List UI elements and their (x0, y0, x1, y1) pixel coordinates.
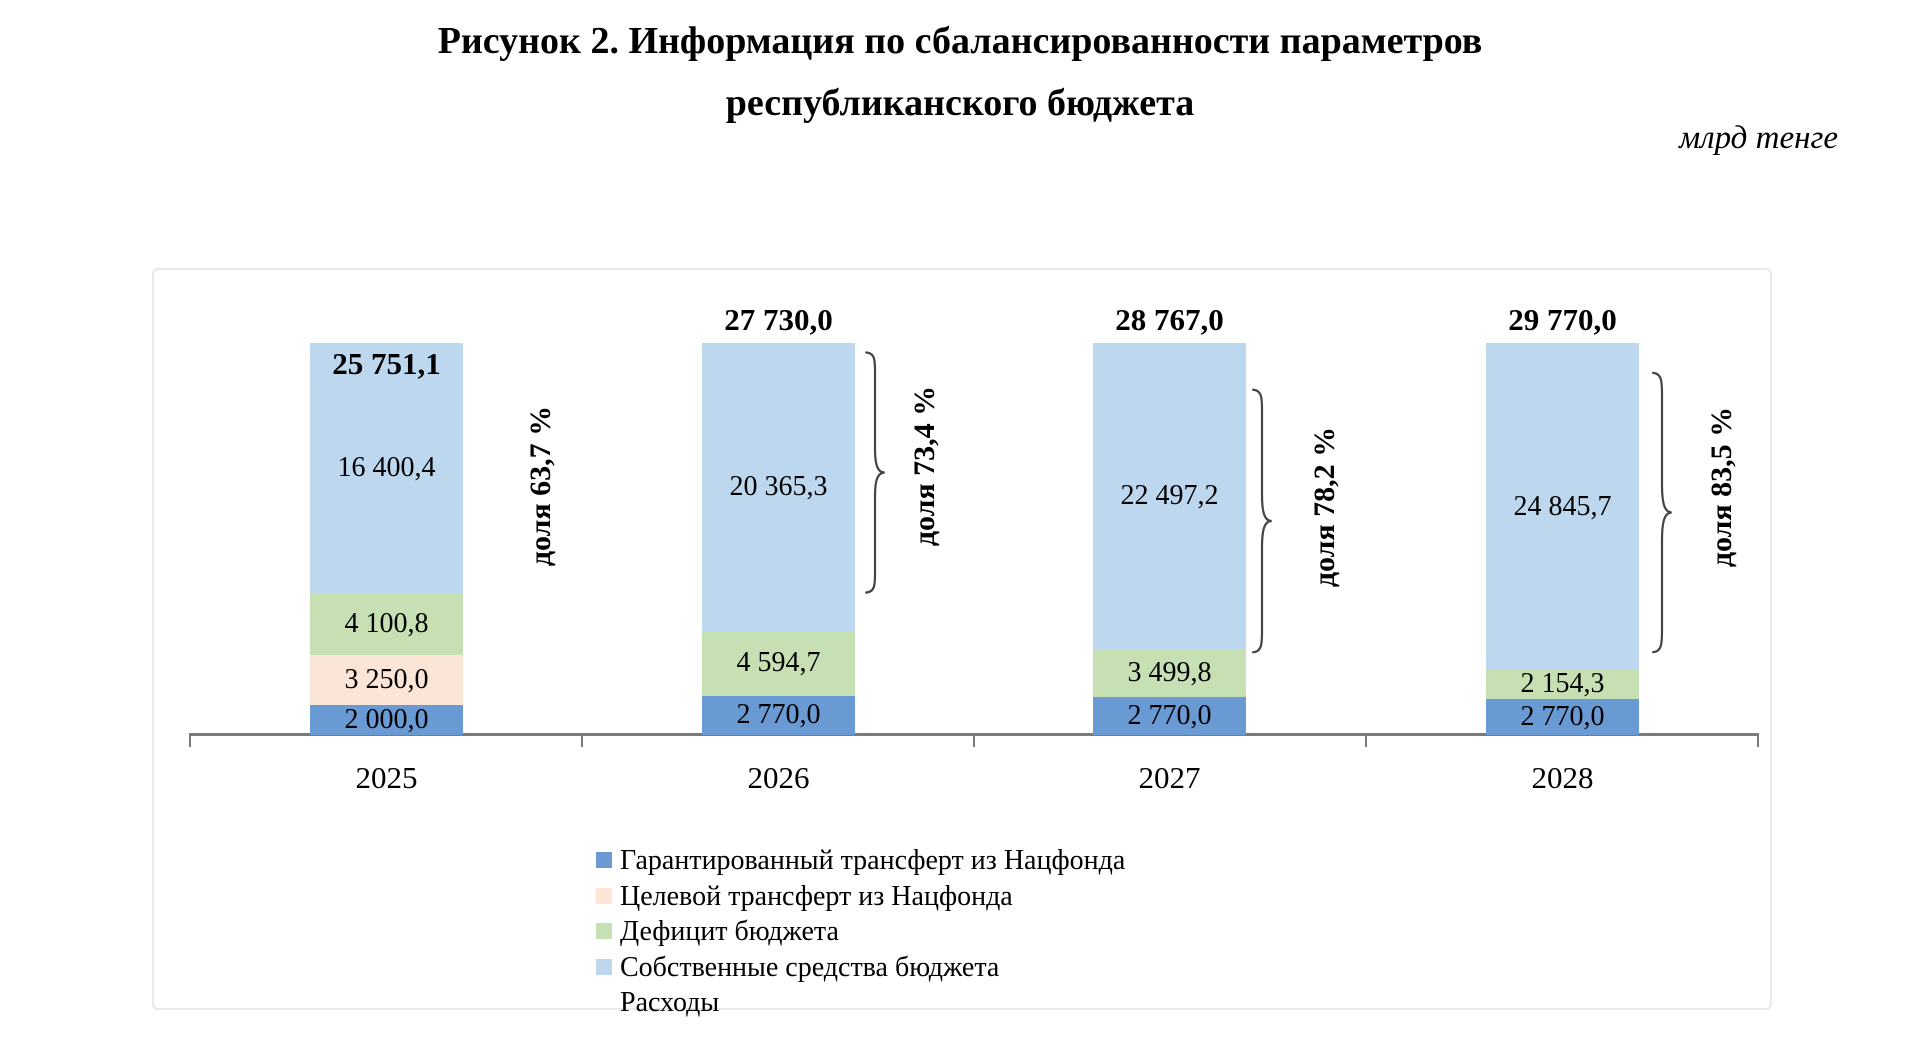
share-label-2025: доля 63,7 % (524, 405, 557, 567)
value-label-targeted_transfer-2025: 3 250,0 (344, 663, 429, 695)
legend-item-4: Расходы (596, 986, 719, 1020)
segment-deficit-2028 (1486, 670, 1639, 699)
segment-guaranteed_transfer-2027 (1093, 697, 1246, 735)
segment-targeted_transfer-2025 (310, 655, 463, 705)
unit-label: млрд тенге (1679, 120, 1838, 156)
share-label-2027: доля 78,2 % (1308, 426, 1341, 588)
segment-own_funds-2026 (702, 343, 855, 631)
x-axis-tick-2 (973, 733, 975, 747)
segment-deficit-2026 (702, 630, 855, 696)
value-label-guaranteed_transfer-2028: 2 770,0 (1520, 700, 1605, 732)
x-axis-label-2025: 2025 (355, 760, 418, 795)
legend-item-2: Дефицит бюджета (596, 915, 839, 949)
legend-label-0: Гарантированный трансферт из Нацфонда (620, 845, 1126, 876)
brace-2027 (1249, 387, 1275, 655)
brace-2026 (862, 350, 888, 595)
legend-item-1: Целевой трансферт из Нацфонда (596, 880, 1013, 914)
x-axis-label-2028: 2028 (1531, 760, 1594, 795)
total-label-2026: 27 730,0 (724, 302, 833, 337)
legend-swatch-1 (596, 887, 612, 904)
x-axis-tick-1 (581, 733, 583, 747)
segment-guaranteed_transfer-2026 (702, 695, 855, 735)
x-axis-tick-3 (1365, 733, 1367, 747)
legend-item-3: Собственные средства бюджета (596, 951, 999, 985)
value-label-guaranteed_transfer-2027: 2 770,0 (1127, 700, 1212, 732)
legend-label-3: Собственные средства бюджета (620, 951, 1000, 983)
total-label-2027: 28 767,0 (1115, 302, 1224, 337)
legend-label-1: Целевой трансферт из Нацфонда (620, 880, 1013, 912)
value-label-own_funds-2027: 22 497,2 (1120, 480, 1219, 512)
value-label-deficit-2027: 3 499,8 (1127, 657, 1212, 689)
legend-label-2: Дефицит бюджета (620, 916, 839, 947)
segment-own_funds-2028 (1486, 343, 1639, 671)
legend-swatch-0 (596, 852, 612, 868)
segment-guaranteed_transfer-2025 (310, 704, 463, 735)
value-label-own_funds-2025: 16 400,4 (337, 451, 436, 483)
total-label-2025: 25 751,1 (332, 346, 441, 381)
value-label-own_funds-2028: 24 845,7 (1513, 490, 1612, 522)
segment-deficit-2025 (310, 592, 463, 656)
segment-own_funds-2025 (310, 342, 463, 593)
x-axis-tick-4 (1757, 733, 1759, 747)
value-label-deficit-2026: 4 594,7 (736, 647, 821, 679)
figure-title: Рисунок 2. Информация по сбалансированно… (437, 20, 1483, 124)
total-label-2028: 29 770,0 (1508, 302, 1617, 337)
segment-own_funds-2027 (1093, 343, 1246, 650)
share-label-2028: доля 83,5 % (1705, 406, 1738, 568)
value-label-own_funds-2026: 20 365,3 (729, 470, 828, 502)
segment-guaranteed_transfer-2028 (1486, 698, 1639, 735)
value-label-guaranteed_transfer-2026: 2 770,0 (736, 699, 821, 731)
x-axis-label-2027: 2027 (1138, 760, 1201, 795)
segment-deficit-2027 (1093, 649, 1246, 698)
value-label-deficit-2028: 2 154,3 (1520, 668, 1605, 700)
x-axis-tick-0 (189, 733, 191, 747)
share-label-2026: доля 73,4 % (908, 385, 941, 547)
legend-swatch-2 (596, 923, 612, 939)
value-label-guaranteed_transfer-2025: 2 000,0 (344, 703, 429, 735)
x-axis-label-2026: 2026 (747, 760, 810, 795)
value-label-deficit-2025: 4 100,8 (344, 607, 429, 639)
brace-2028 (1649, 370, 1675, 655)
legend-swatch-3 (596, 958, 612, 975)
legend-label-4: Расходы (620, 987, 720, 1018)
legend-item-0: Гарантированный трансферт из Нацфонда (596, 844, 1125, 878)
